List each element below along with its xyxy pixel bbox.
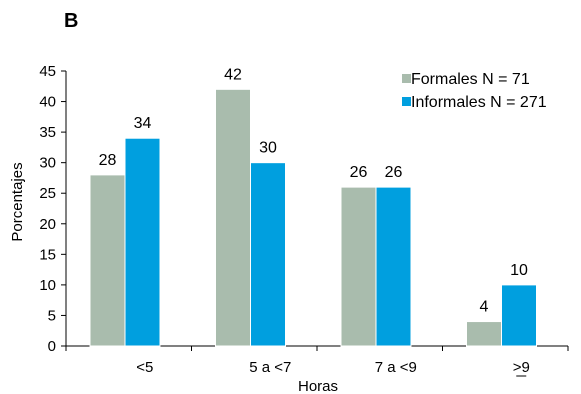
- bar-value-label: 34: [134, 115, 152, 132]
- bar: [124, 137, 161, 347]
- bar: [215, 88, 251, 347]
- bar-value-label: 42: [224, 66, 242, 83]
- y-axis-title: Porcentajes: [9, 162, 26, 241]
- y-tick-label: 10: [39, 277, 56, 294]
- x-tick-label: >9: [513, 359, 530, 376]
- panel-label: B: [64, 10, 79, 32]
- legend-swatch: [402, 74, 411, 83]
- y-tick-label: 25: [39, 185, 56, 202]
- y-tick-label: 5: [48, 307, 56, 324]
- legend-label: Informales N = 271: [411, 94, 547, 111]
- y-tick-label: 15: [39, 246, 56, 263]
- bar: [340, 186, 377, 347]
- chart-axes: 0 5 10 15 20 25 30 35 40 45 <5 5 a <7 7 a <9 >9: [39, 63, 569, 377]
- y-tick-label: 30: [39, 155, 56, 172]
- bar-value-label: 30: [259, 140, 277, 157]
- x-tick-label: 7 a <9: [375, 359, 417, 376]
- bar-value-label: 26: [350, 164, 368, 181]
- chart-legend: Formales N = 71 Informales N = 271: [402, 71, 547, 111]
- legend-label: Formales N = 71: [411, 71, 530, 88]
- bar: [501, 284, 537, 347]
- bar-value-label: 26: [385, 164, 403, 181]
- y-tick-label: 20: [39, 216, 56, 233]
- bar: [375, 186, 412, 347]
- bar-value-label: 28: [99, 152, 117, 169]
- bar-value-label: 10: [510, 262, 528, 279]
- y-tick-label: 0: [48, 338, 56, 355]
- bar-value-label: 4: [480, 299, 489, 316]
- x-tick-label: 5 a <7: [249, 359, 291, 376]
- x-tick-label: <5: [136, 359, 153, 376]
- bar: [250, 162, 286, 347]
- bar: [89, 174, 126, 347]
- y-tick-label: 45: [39, 63, 56, 80]
- chart-bars: [89, 88, 537, 347]
- bar: [466, 321, 502, 347]
- chart-data-labels: 28 34 42 30 26 26 4 10: [99, 66, 528, 315]
- y-tick-label: 35: [39, 124, 56, 141]
- x-axis-title: Horas: [298, 378, 338, 394]
- legend-swatch: [402, 97, 411, 106]
- y-tick-label: 40: [39, 94, 56, 111]
